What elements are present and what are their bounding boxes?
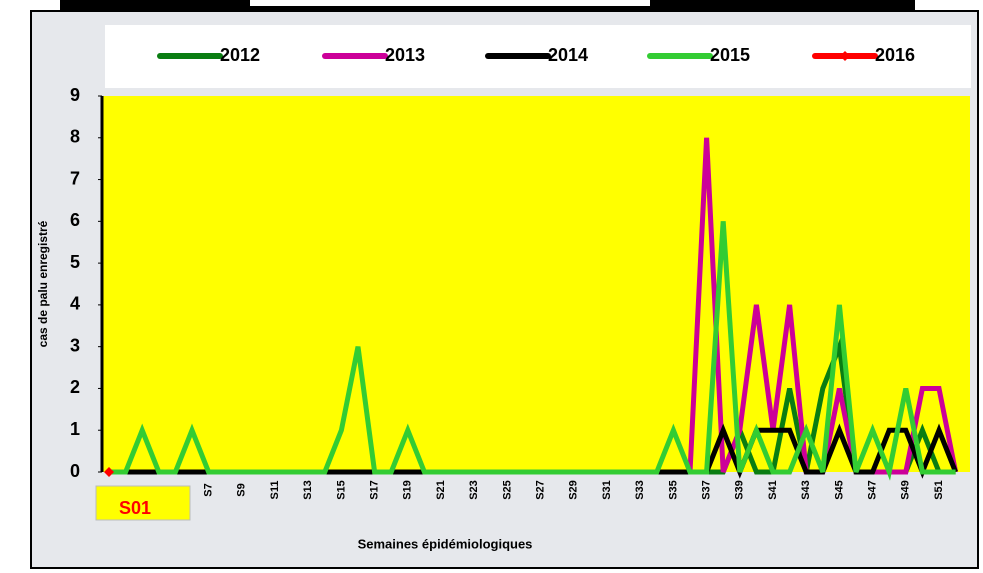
x-tick-label: S23 <box>468 480 480 500</box>
x-tick-label: S33 <box>634 480 646 500</box>
y-tick-label: 0 <box>70 461 80 481</box>
plot-area <box>102 96 970 472</box>
legend-label: 2015 <box>710 45 750 65</box>
x-tick-label: S01 <box>119 498 151 518</box>
x-tick-label: S39 <box>734 480 746 500</box>
x-tick-label: S37 <box>701 480 713 500</box>
x-tick-label: S17 <box>369 480 381 500</box>
y-tick-label: 9 <box>70 85 80 105</box>
y-tick-label: 6 <box>70 210 80 230</box>
x-tick-label: S43 <box>800 480 812 500</box>
series-line <box>109 221 956 481</box>
first-week-box <box>95 485 191 521</box>
x-tick-label: S25 <box>501 480 513 500</box>
x-tick-label: S15 <box>335 480 347 500</box>
x-axis-label: Semaines épidémiologiques <box>358 536 533 551</box>
y-tick-label: 5 <box>70 252 80 272</box>
x-tick-label: S11 <box>269 481 281 500</box>
x-tick-label: S47 <box>867 480 879 500</box>
series-marker <box>104 467 114 477</box>
x-tick-label: S49 <box>900 480 912 500</box>
x-tick-label: S9 <box>236 483 248 496</box>
x-tick-label: S13 <box>302 480 314 500</box>
x-tick-label: S29 <box>568 480 580 500</box>
x-tick-label: S19 <box>402 480 414 500</box>
x-tick-label: S27 <box>535 480 547 500</box>
y-tick-label: 4 <box>70 294 80 314</box>
x-tick-label: S45 <box>833 480 845 500</box>
banner-box <box>250 0 650 6</box>
legend-label: 2016 <box>875 45 915 65</box>
y-tick-label: 1 <box>70 419 80 439</box>
legend-marker <box>840 51 850 61</box>
y-tick-label: 8 <box>70 127 80 147</box>
legend-label: 2012 <box>220 45 260 65</box>
y-tick-label: 7 <box>70 168 80 188</box>
y-axis-label: cas de palu enregistré <box>36 220 50 347</box>
legend-label: 2014 <box>548 45 588 65</box>
x-tick-label: S31 <box>601 480 613 500</box>
x-tick-label: S41 <box>767 480 779 500</box>
x-tick-label: S21 <box>435 480 447 500</box>
legend-label: 2013 <box>385 45 425 65</box>
x-tick-label: S7 <box>203 483 215 496</box>
y-tick-label: 3 <box>70 335 80 355</box>
x-tick-label: S51 <box>933 480 945 500</box>
y-tick-label: 2 <box>70 377 80 397</box>
x-tick-label: S35 <box>667 480 679 500</box>
